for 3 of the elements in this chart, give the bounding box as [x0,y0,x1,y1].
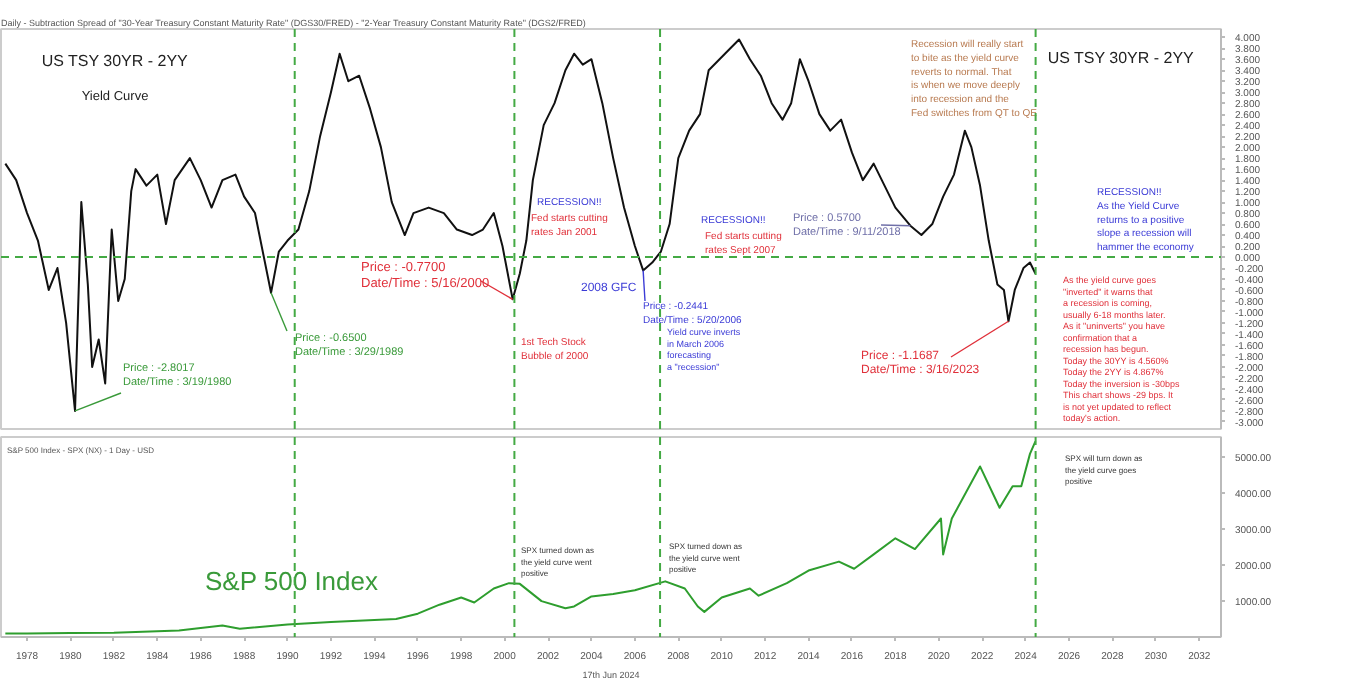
text: US TSY 30YR - 2YY [41,52,190,70]
annotation: US TSY 30YR - 2YY [1047,49,1196,67]
text: S&P 500 Index [205,566,379,596]
